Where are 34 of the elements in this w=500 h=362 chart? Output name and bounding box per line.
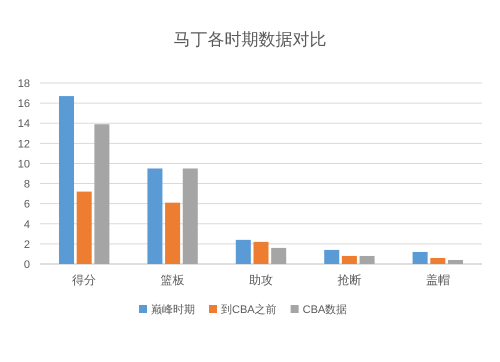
- y-tick-label: 10: [18, 158, 30, 170]
- bar: [182, 168, 198, 264]
- y-tick-label: 8: [24, 178, 30, 191]
- bar: [253, 242, 269, 264]
- bar: [165, 202, 180, 264]
- bar: [271, 248, 286, 264]
- bar: [94, 124, 110, 264]
- x-tick-label: 抢断: [337, 273, 362, 287]
- chart-title: 马丁各时期数据对比: [174, 30, 326, 49]
- y-tick-label: 12: [18, 138, 30, 150]
- bar: [76, 192, 92, 264]
- y-tick-label: 6: [24, 198, 30, 211]
- bar: [412, 252, 428, 264]
- bar: [448, 260, 463, 264]
- y-tick-label: 14: [18, 118, 30, 130]
- bar: [236, 240, 251, 264]
- x-tick-label: 篮板: [160, 273, 185, 287]
- legend-label: CBA数据: [302, 304, 348, 316]
- x-tick-label: 助攻: [249, 273, 273, 287]
- y-tick-label: 18: [18, 78, 30, 90]
- bar: [342, 256, 357, 264]
- y-tick-label: 2: [24, 238, 30, 251]
- x-tick-label: 盖帽: [426, 273, 450, 287]
- y-tick-label: 4: [24, 218, 30, 231]
- bar: [360, 256, 375, 264]
- bar: [430, 258, 446, 264]
- bar: [147, 168, 162, 264]
- y-tick-label: 0: [24, 259, 30, 271]
- legend-label: 巅峰时期: [151, 303, 195, 316]
- bar: [324, 250, 340, 264]
- legend-label: 到CBA之前: [221, 303, 277, 316]
- bar: [59, 96, 74, 264]
- x-tick-label: 得分: [72, 273, 96, 287]
- y-tick-label: 16: [18, 98, 30, 110]
